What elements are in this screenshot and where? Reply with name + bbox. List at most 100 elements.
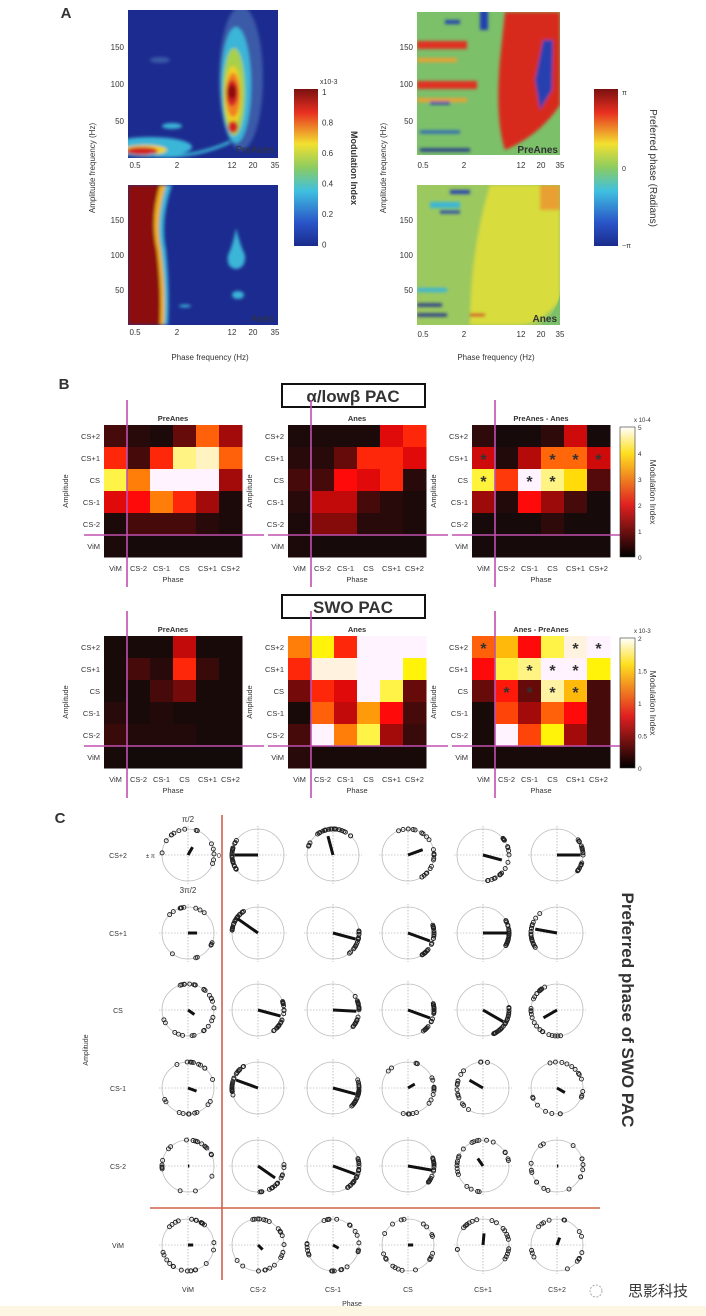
phase-sample	[267, 1265, 273, 1271]
col-label: CS-2	[250, 1287, 266, 1294]
heatmap-cell	[380, 702, 404, 725]
resultant-vector	[407, 1164, 433, 1172]
phase-sample	[201, 910, 207, 916]
x-axis-label: Phase	[346, 786, 367, 795]
resultant-vector	[256, 1243, 264, 1251]
heatmap-cell	[495, 491, 519, 514]
phase-sample	[326, 1216, 332, 1222]
phase-sample	[352, 993, 358, 999]
y-axis-label: Amplitude	[429, 685, 438, 718]
row-label: CS-2	[83, 731, 100, 740]
heatmap-cell	[495, 513, 519, 536]
polar-plot	[379, 981, 437, 1039]
heatmap-cell	[104, 680, 128, 703]
watermark: 思影科技	[628, 1283, 688, 1300]
heatmap-cell	[196, 702, 220, 725]
heatmap-cell	[173, 680, 197, 703]
phase-sample	[504, 1231, 510, 1237]
heatmap-cell	[196, 680, 220, 703]
phase-sample	[426, 837, 432, 843]
phase-sample	[484, 1059, 490, 1065]
colorbar-tick: 0.4	[322, 180, 334, 189]
col-label: CS-1	[153, 775, 170, 784]
phase-sample	[348, 949, 354, 955]
row-label: ViM	[87, 542, 100, 551]
polar-plot	[159, 826, 217, 884]
colorbar-tick: 0	[638, 555, 642, 562]
colorbar-tick: 0	[622, 166, 626, 173]
heatmap-cell	[150, 513, 174, 536]
phase-sample	[172, 1029, 178, 1035]
x-tick-label: 35	[556, 161, 565, 170]
x-tick-label: 12	[228, 328, 237, 337]
phase-sample	[230, 860, 236, 866]
phase-sample	[177, 1188, 183, 1194]
resultant-vector	[407, 1008, 431, 1020]
heatmap-cell	[219, 447, 243, 470]
colorbar-tick: 2	[638, 636, 642, 643]
phase-sample	[576, 1070, 581, 1076]
phase-sample	[168, 832, 174, 838]
phase-sample	[466, 1107, 471, 1112]
heatmap-cell	[334, 535, 358, 558]
heatmap-cell	[196, 425, 220, 448]
phase-sample	[430, 847, 436, 852]
phase-sample	[229, 853, 235, 858]
phase-sample	[505, 1234, 511, 1240]
col-label: ViM	[293, 564, 306, 573]
phase-shapes	[417, 12, 560, 152]
phase-sample	[504, 1017, 510, 1022]
heatmap-cell	[472, 513, 496, 536]
contour-level	[227, 228, 246, 269]
phase-sample	[425, 947, 431, 952]
phase-sample	[382, 1231, 388, 1236]
colorbar-modulation	[294, 89, 318, 246]
colorbar-title: Preferred phase (Radians)	[647, 109, 658, 227]
phase-sample	[541, 1185, 547, 1191]
phase-sample	[279, 1233, 285, 1239]
heatmap-cell	[196, 636, 220, 659]
heatmap-cell	[587, 513, 611, 536]
y-axis-label: Amplitude frequency (Hz)	[379, 123, 388, 214]
polar-plot	[304, 826, 362, 884]
phase-sample	[188, 1268, 194, 1274]
resultant-vector	[332, 1243, 340, 1250]
heatmap-cell	[495, 425, 519, 448]
heatmap-cell	[541, 447, 565, 470]
heatmap-cell	[495, 680, 519, 703]
col-label: CS-1	[325, 1287, 341, 1294]
heatmap-cell	[196, 447, 220, 470]
heatmap-cell	[587, 491, 611, 514]
contour-shapes	[128, 185, 246, 325]
phase-sample	[431, 1011, 437, 1017]
phase-sample	[471, 1139, 477, 1145]
resultant-vector	[187, 1086, 198, 1093]
polar-plot	[454, 1059, 512, 1117]
row-label: ViM	[271, 753, 284, 762]
colorbar-tick: −π	[622, 243, 631, 250]
polar-plot	[159, 1137, 217, 1195]
phase-sample	[230, 845, 236, 851]
plot-label: Anes	[533, 314, 558, 325]
significance-star: *	[480, 474, 487, 491]
y-tick-label: 50	[404, 286, 413, 295]
contour-shapes	[128, 10, 263, 158]
plot-label: PreAnes	[517, 145, 558, 156]
heatmap-cell	[587, 746, 611, 769]
section-title: α/lowβ PAC	[306, 387, 399, 406]
col-label: CS+2	[589, 564, 608, 573]
heatmap-cell	[357, 680, 381, 703]
col-label: CS-2	[498, 564, 515, 573]
colorbar-hot	[619, 637, 636, 769]
heatmap-cell	[127, 680, 151, 703]
phase-sample	[528, 1008, 534, 1014]
col-label: CS-1	[153, 564, 170, 573]
row-label: CS+2	[449, 432, 468, 441]
heatmap-cell	[288, 680, 312, 703]
x-tick-label: 0.5	[129, 328, 141, 337]
phase-sample	[489, 876, 495, 882]
heatmap-cell	[403, 469, 427, 492]
heatmap-cell	[311, 680, 335, 703]
resultant-vector	[407, 1082, 416, 1090]
col-label: CS+2	[221, 564, 240, 573]
